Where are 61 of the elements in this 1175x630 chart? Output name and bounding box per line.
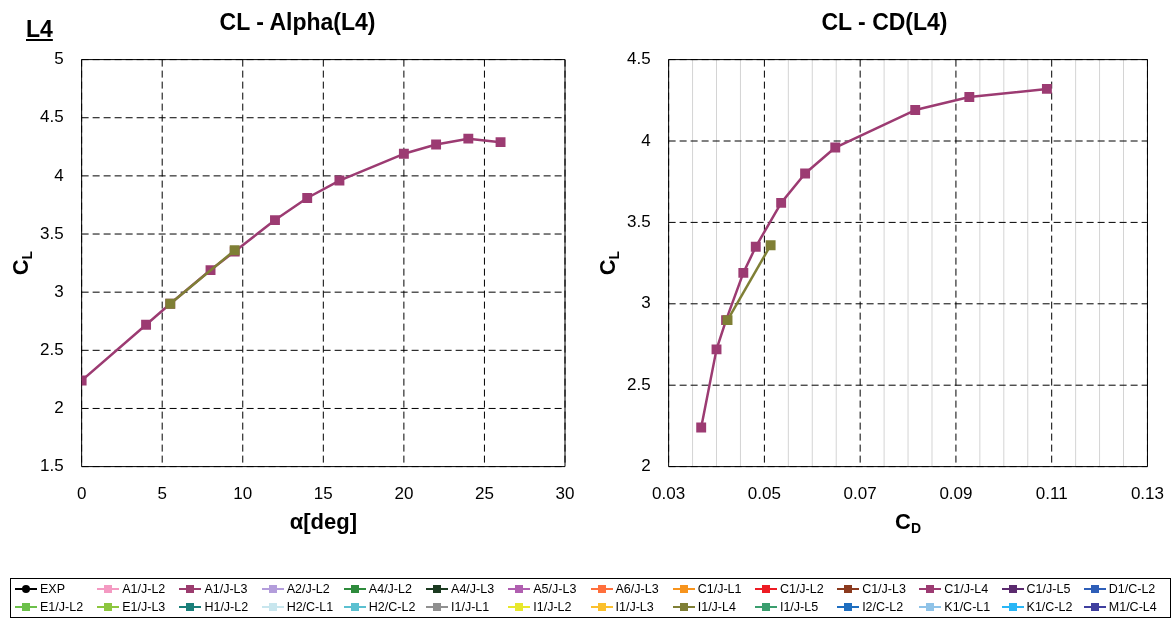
legend-label: A1/J-L2 bbox=[122, 582, 166, 596]
legend-label: K1/C-L2 bbox=[1026, 600, 1073, 614]
x-tick-label: 5 bbox=[157, 484, 167, 504]
y-tick-label: 5 bbox=[54, 49, 64, 69]
legend-label: E1/J-L2 bbox=[40, 600, 84, 614]
legend-label: A4/J-L2 bbox=[368, 582, 412, 596]
x-tick-label: 0.13 bbox=[1130, 484, 1164, 504]
y-tick-label: 3 bbox=[54, 281, 64, 301]
chart-title: CL - Alpha(L4) bbox=[219, 9, 376, 36]
x-tick-label: 0.07 bbox=[843, 484, 877, 504]
x-tick-label: 25 bbox=[474, 484, 494, 504]
legend-label: K1/C-L1 bbox=[944, 600, 991, 614]
y-tick-label: 1.5 bbox=[39, 456, 64, 476]
legend-label: A1/J-L3 bbox=[204, 582, 248, 596]
x-tick-label: 20 bbox=[394, 484, 414, 504]
legend-label: I1/J-L3 bbox=[615, 600, 654, 614]
y-tick-label: 4 bbox=[641, 130, 651, 150]
legend-label: A6/J-L3 bbox=[615, 582, 659, 596]
x-axis-title: α[deg] bbox=[289, 508, 357, 534]
y-tick-label: 2.5 bbox=[39, 340, 64, 359]
x-tick-label: 30 bbox=[555, 484, 575, 504]
legend-label: E1/J-L3 bbox=[122, 600, 166, 614]
x-tick-label: 0.09 bbox=[939, 484, 973, 504]
legend-label: I2/C-L2 bbox=[862, 600, 904, 614]
y-axis-title: CL bbox=[595, 250, 623, 276]
legend-label: A2/J-L2 bbox=[286, 582, 330, 596]
legend-label: I1/J-L5 bbox=[779, 600, 819, 614]
legend-label: C1/J-L5 bbox=[1026, 582, 1071, 596]
legend-label: M1/C-L4 bbox=[1108, 600, 1157, 614]
legend-label: C1/J-L4 bbox=[944, 582, 989, 596]
chart-title: CL - CD(L4) bbox=[821, 9, 948, 36]
x-tick-label: 10 bbox=[233, 484, 253, 504]
legend-label: H1/J-L2 bbox=[204, 600, 249, 614]
y-tick-label: 4 bbox=[54, 165, 64, 185]
y-tick-label: 2 bbox=[641, 456, 651, 476]
legend-label: A4/J-L3 bbox=[451, 582, 495, 596]
legend-label: C1/J-L3 bbox=[862, 582, 906, 596]
legend-label: C1/J-L2 bbox=[779, 582, 824, 596]
text: L4 bbox=[26, 16, 53, 43]
legend-label: A5/J-L3 bbox=[533, 582, 577, 596]
x-tick-label: 0.11 bbox=[1035, 484, 1068, 504]
y-tick-label: 2 bbox=[54, 398, 64, 418]
x-tick-label: 0.03 bbox=[652, 484, 686, 504]
y-tick-label: 4.5 bbox=[39, 107, 64, 127]
x-tick-label: 0.05 bbox=[747, 484, 781, 504]
y-tick-label: 3.5 bbox=[626, 212, 651, 232]
legend-label: D1/C-L2 bbox=[1108, 582, 1156, 596]
y-tick-label: 3.5 bbox=[39, 223, 64, 243]
legend-label: I1/J-L4 bbox=[697, 600, 736, 614]
legend-label: I1/J-L1 bbox=[451, 600, 490, 614]
y-axis-title: CL bbox=[8, 250, 36, 276]
legend-label: C1/J-L1 bbox=[697, 582, 742, 596]
y-tick-label: 2.5 bbox=[626, 374, 651, 394]
legend-label: EXP bbox=[40, 582, 66, 596]
y-tick-label: 3 bbox=[641, 293, 651, 313]
x-tick-label: 0 bbox=[76, 484, 87, 504]
x-tick-label: 15 bbox=[313, 484, 333, 504]
legend-label: H2/C-L2 bbox=[368, 600, 416, 614]
y-tick-label: 4.5 bbox=[626, 49, 651, 69]
legend-label: I1/J-L2 bbox=[533, 600, 572, 614]
legend-label: H2/C-L1 bbox=[286, 600, 334, 614]
